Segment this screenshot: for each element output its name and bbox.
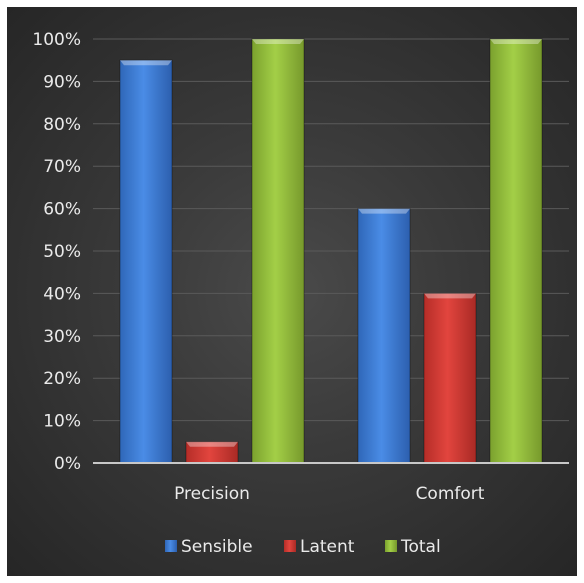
y-tick-label: 90%: [43, 72, 81, 92]
x-category-label: Comfort: [416, 484, 485, 504]
bar-body: [489, 38, 543, 464]
legend-item-total: Total: [385, 537, 441, 557]
bar-body: [423, 292, 477, 464]
bar-body: [357, 208, 411, 464]
legend-item-sensible: Sensible: [165, 537, 253, 557]
x-axis-categories: Precision Comfort: [174, 484, 485, 504]
bar-total-precision: [251, 38, 305, 464]
bar-body: [251, 38, 305, 464]
bar-body: [119, 59, 173, 464]
bar-latent-comfort: [423, 292, 477, 464]
chart-area: 0% 10% 20% 30% 40% 50% 60% 70% 80% 90% 100% Precis…: [7, 7, 577, 576]
bar-bevel: [490, 39, 542, 44]
bar-bevel: [186, 441, 238, 447]
bars: [119, 38, 543, 464]
y-tick-label: 100%: [32, 30, 81, 50]
y-tick-label: 10%: [43, 412, 81, 432]
y-axis-ticks: 0% 10% 20% 30% 40% 50% 60% 70% 80% 90% 100%: [32, 30, 81, 474]
bar-bevel: [358, 208, 410, 214]
y-tick-label: 20%: [43, 369, 81, 389]
y-tick-label: 60%: [43, 200, 81, 220]
bar-bevel: [252, 39, 304, 44]
legend-label: Sensible: [181, 537, 253, 557]
bar-sensible-precision: [119, 59, 173, 464]
bar-latent-precision: [185, 441, 239, 464]
legend-item-latent: Latent: [284, 537, 355, 557]
legend-swatch: [165, 540, 177, 552]
y-tick-label: 0%: [54, 454, 81, 474]
y-tick-label: 40%: [43, 284, 81, 304]
y-tick-label: 70%: [43, 157, 81, 177]
bar-total-comfort: [489, 38, 543, 464]
x-category-label: Precision: [174, 484, 250, 504]
bar-chart: 0% 10% 20% 30% 40% 50% 60% 70% 80% 90% 100% Precis…: [32, 30, 569, 557]
bar-sensible-comfort: [357, 208, 411, 464]
y-tick-label: 80%: [43, 115, 81, 135]
legend-swatch: [284, 540, 296, 552]
y-tick-label: 30%: [43, 327, 81, 347]
legend-label: Latent: [300, 537, 355, 557]
bar-bevel: [424, 293, 476, 299]
gridlines: [93, 38, 569, 422]
legend: Sensible Latent Total: [165, 537, 441, 557]
legend-swatch: [385, 540, 397, 552]
legend-label: Total: [400, 537, 441, 557]
y-tick-label: 50%: [43, 242, 81, 262]
bar-bevel: [120, 60, 172, 66]
